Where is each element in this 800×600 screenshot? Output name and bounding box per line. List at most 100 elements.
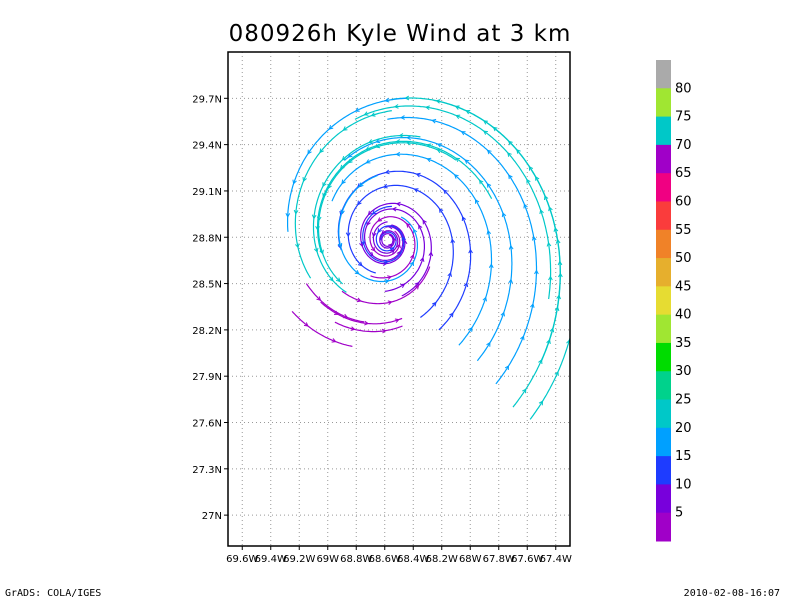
streamline bbox=[391, 97, 561, 362]
streamline-arrow bbox=[370, 112, 376, 117]
streamline bbox=[294, 110, 392, 279]
x-tick-label: 68W bbox=[459, 554, 482, 565]
streamline-arrow bbox=[360, 240, 366, 246]
streamline-arrow bbox=[347, 158, 353, 164]
streamline-arrow bbox=[342, 126, 348, 131]
streamline bbox=[316, 140, 493, 253]
streamline-arrow bbox=[331, 338, 337, 343]
streamline-arrow bbox=[292, 179, 297, 185]
streamline-arrow bbox=[395, 201, 401, 207]
streamline-arrow bbox=[375, 143, 381, 149]
plot-frame bbox=[227, 51, 571, 547]
streamline-arrow bbox=[401, 235, 407, 241]
streamline-arrow bbox=[431, 118, 437, 124]
x-tick-label: 68.4W bbox=[397, 554, 429, 565]
streamline-arrow bbox=[410, 254, 415, 259]
streamline-arrow bbox=[371, 232, 377, 238]
y-tick-label: 29.1N bbox=[192, 187, 222, 198]
streamline-arrow bbox=[391, 206, 397, 212]
streamline-arrow bbox=[384, 169, 390, 175]
colorbar-label: 15 bbox=[675, 449, 692, 464]
streamline bbox=[354, 105, 552, 300]
streamline-arrow bbox=[557, 272, 563, 278]
streamline bbox=[334, 321, 403, 333]
colorbar-label: 60 bbox=[675, 194, 692, 209]
streamline-arrow bbox=[436, 148, 442, 154]
x-tick-label: 67.4W bbox=[540, 554, 572, 565]
streamline-arrow bbox=[428, 251, 434, 257]
streamline-arrow bbox=[337, 242, 343, 248]
streamline-arrow bbox=[381, 328, 387, 334]
streamline-arrow bbox=[426, 157, 432, 163]
streamline-arrow bbox=[539, 209, 544, 215]
colorbar-label: 45 bbox=[675, 279, 692, 294]
colorbar-label: 65 bbox=[675, 166, 692, 181]
streamline-arrow bbox=[520, 335, 525, 341]
streamline-arrow bbox=[357, 261, 363, 267]
y-tick-label: 27.3N bbox=[192, 465, 222, 476]
streamline-arrow bbox=[368, 139, 374, 144]
streamline bbox=[343, 137, 513, 362]
streamline-arrow bbox=[538, 400, 544, 406]
x-tick-label: 68.8W bbox=[340, 554, 372, 565]
colorbar-label: 10 bbox=[675, 477, 692, 492]
x-tick-label: 68.6W bbox=[369, 554, 401, 565]
x-tick-label: 69.4W bbox=[255, 554, 287, 565]
streamline-arrow bbox=[367, 210, 373, 216]
streamline bbox=[291, 310, 353, 347]
streamline-arrow bbox=[443, 189, 448, 195]
colorbar-label: 75 bbox=[675, 110, 692, 125]
y-tick-label: 27.6N bbox=[192, 419, 222, 430]
colorbar-swatch bbox=[656, 286, 671, 316]
streamline-arrow bbox=[354, 107, 360, 112]
streamline-arrow bbox=[531, 235, 537, 241]
streamline-arrow bbox=[395, 151, 401, 157]
streamline-arrow bbox=[492, 126, 498, 132]
y-tick-label: 28.5N bbox=[192, 280, 222, 291]
streamline-arrow bbox=[501, 212, 507, 218]
colorbar-swatch bbox=[656, 399, 671, 429]
streamline-arrow bbox=[455, 114, 461, 120]
streamline-arrow bbox=[508, 244, 514, 250]
streamline-arrow bbox=[384, 259, 389, 265]
streamline-arrow bbox=[526, 178, 531, 184]
footer-timestamp: 2010-02-08-16:07 bbox=[684, 588, 780, 599]
streamline-arrow bbox=[302, 177, 307, 183]
streamline-arrow bbox=[322, 182, 327, 188]
streamline-arrow bbox=[449, 312, 454, 318]
streamline-arrow bbox=[295, 243, 300, 249]
colorbar-label: 80 bbox=[675, 81, 692, 96]
streamline-arrow bbox=[341, 179, 346, 185]
streamline-arrow bbox=[474, 198, 480, 204]
streamline-arrow bbox=[504, 365, 510, 371]
streamline-arrow bbox=[329, 276, 334, 282]
streamline-arrow bbox=[468, 326, 473, 332]
streamline-arrow bbox=[382, 183, 388, 189]
streamline-arrow bbox=[486, 341, 491, 347]
streamline-arrow bbox=[363, 111, 369, 116]
colorbar-label: 55 bbox=[675, 223, 692, 238]
streamline-arrow bbox=[450, 238, 456, 244]
colorbar-swatch bbox=[656, 456, 671, 485]
colorbar-label: 50 bbox=[675, 251, 692, 266]
streamline-arrow bbox=[507, 152, 512, 157]
colorbar-swatch bbox=[656, 144, 671, 174]
colorbar-label: 35 bbox=[675, 336, 692, 351]
streamline bbox=[337, 170, 472, 331]
streamline-arrow bbox=[384, 279, 390, 284]
streamline-arrow bbox=[365, 159, 371, 164]
streamline bbox=[369, 216, 416, 279]
streamline-arrow bbox=[364, 320, 370, 326]
streamline-arrow bbox=[468, 248, 473, 254]
streamline-arrow bbox=[381, 229, 387, 235]
colorbar-label: 40 bbox=[675, 308, 692, 323]
colorbar-swatch bbox=[656, 88, 671, 118]
streamline-arrow bbox=[486, 149, 492, 155]
streamline-arrow bbox=[486, 182, 492, 188]
streamline-arrow bbox=[313, 247, 319, 253]
streamline-arrow bbox=[358, 182, 364, 187]
colorbar-label: 70 bbox=[675, 138, 692, 153]
colorbar-swatch bbox=[656, 371, 671, 401]
streamline-arrow bbox=[463, 282, 469, 288]
